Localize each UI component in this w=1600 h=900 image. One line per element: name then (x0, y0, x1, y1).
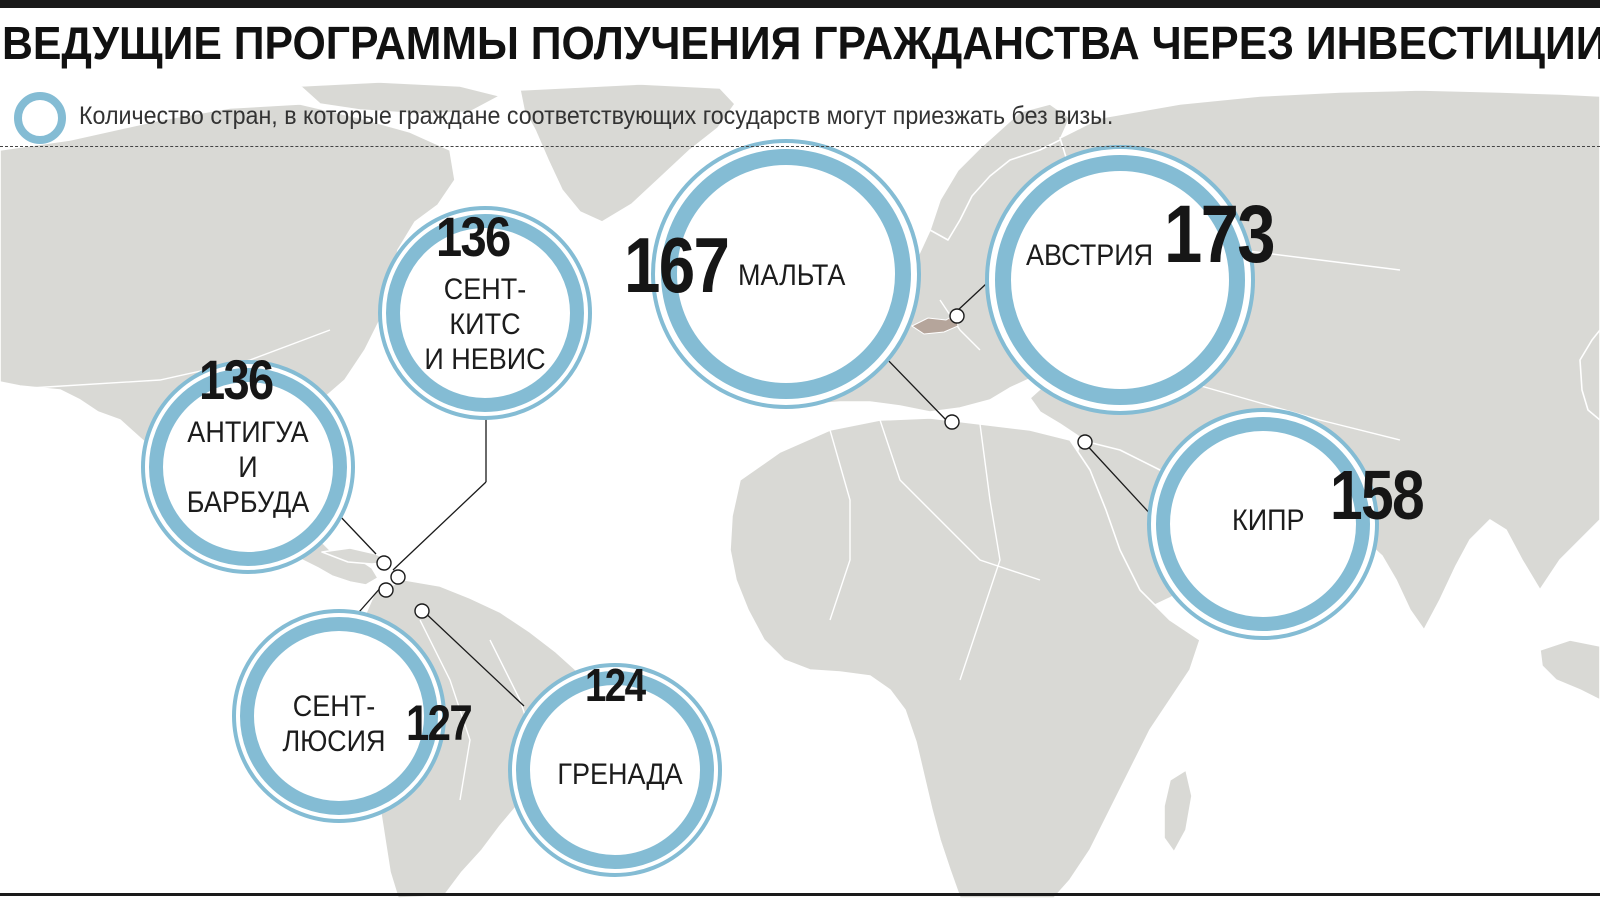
leader-dots (376, 308, 1093, 619)
saint-kitts-dot (390, 569, 406, 585)
antigua-count: 136 (199, 348, 274, 411)
antigua-label-line: И (238, 451, 258, 484)
southeast-asia-land (1539, 639, 1600, 701)
ring-icon (14, 92, 66, 144)
arctic-islands-land (299, 81, 501, 115)
saint-lucia-label-line: ЛЮСИЯ (282, 725, 386, 758)
saint-kitts-label: СЕНТ- КИТС И НЕВИС (400, 272, 570, 377)
grenada-dot (414, 603, 430, 619)
antigua-label-line: БАРБУДА (186, 486, 310, 519)
austria-count: 173 (1164, 189, 1276, 280)
top-rule (0, 0, 1600, 8)
bottom-rule (0, 893, 1600, 896)
saint-lucia-ring (232, 609, 446, 823)
legend-text: Количество стран, в которые граждане соо… (79, 102, 1114, 130)
austria-dot (949, 308, 965, 324)
africa-land (729, 417, 1201, 899)
cyprus-dot (1077, 434, 1093, 450)
malta-dot (944, 414, 960, 430)
austria-label-line: АВСТРИЯ (1026, 239, 1154, 272)
cyprus-count: 158 (1330, 456, 1425, 534)
scandinavia-land (929, 103, 1071, 241)
malta-count: 167 (624, 221, 730, 309)
austria-ring (985, 145, 1255, 415)
page-title: ВЕДУЩИЕ ПРОГРАММЫ ПОЛУЧЕНИЯ ГРАЖДАНСТВА … (2, 17, 1600, 69)
legend-divider (0, 146, 1600, 147)
saint-kitts-label-line: СЕНТ- (443, 273, 527, 306)
grenada-count: 124 (585, 659, 646, 711)
malta-label: МАЛЬТА (738, 258, 868, 293)
saint-lucia-label: СЕНТ- ЛЮСИЯ (264, 689, 404, 759)
malta-label-line: МАЛЬТА (738, 259, 846, 292)
japan-land (1579, 329, 1600, 421)
cuba-land (321, 547, 393, 565)
program-rings (141, 139, 1379, 877)
grenada-label-line: ГРЕНАДА (557, 758, 683, 791)
antigua-label-line: АНТИГУА (187, 416, 309, 449)
saint-lucia-count: 127 (406, 695, 473, 751)
antigua-label: АНТИГУА И БАРБУДА (168, 415, 328, 520)
saint-lucia-label-line: СЕНТ- (292, 690, 376, 723)
grenada-label: ГРЕНАДА (540, 757, 700, 792)
madagascar-land (1163, 769, 1193, 853)
malta-ring (651, 139, 921, 409)
saint-lucia-dot (378, 582, 394, 598)
greenland-land (519, 83, 736, 223)
saint-kitts-ring (378, 206, 592, 420)
saint-kitts-count: 136 (436, 205, 511, 268)
saint-kitts-label-line: КИТС (449, 308, 521, 341)
antigua-ring (141, 360, 355, 574)
antigua-dot (376, 555, 392, 571)
cyprus-label-line: КИПР (1232, 504, 1305, 537)
grenada-ring (508, 663, 722, 877)
cyprus-label: КИПР (1232, 503, 1322, 538)
austria-label: АВСТРИЯ (1026, 238, 1166, 273)
saint-kitts-label-line: И НЕВИС (424, 343, 546, 376)
title-band (0, 8, 1548, 82)
cyprus-ring (1147, 408, 1379, 640)
